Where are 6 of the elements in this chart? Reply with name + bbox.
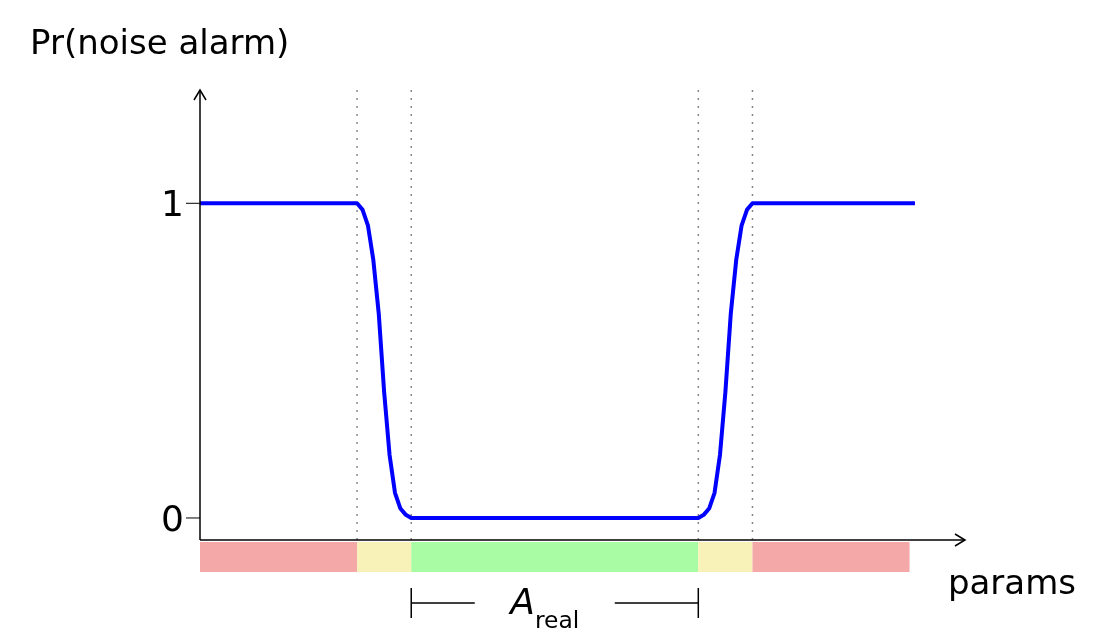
y-tick-label: 0 xyxy=(161,497,184,539)
line-series xyxy=(200,201,917,520)
x-axis-title: params xyxy=(947,562,1076,602)
y-axis-title: Pr(noise alarm) xyxy=(30,22,290,62)
y-tick-label: 1 xyxy=(161,183,184,225)
text: A$_{real}$ xyxy=(508,581,580,634)
